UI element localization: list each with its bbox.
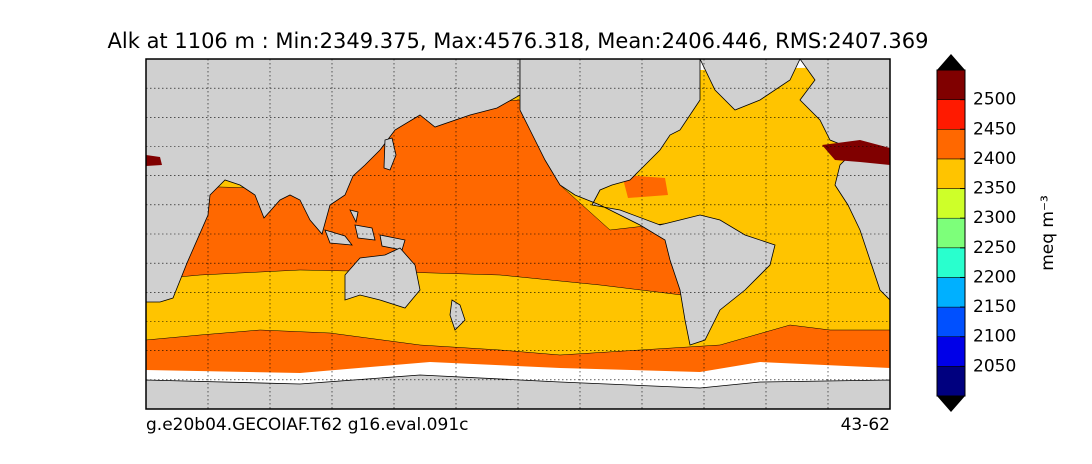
colorbar-segment: [936, 188, 966, 219]
greenland: [699, 59, 801, 111]
eurasia-africa: [146, 59, 521, 303]
caribbean-orange: [622, 175, 668, 198]
colorbar-segment: [936, 158, 966, 189]
colorbar-tick-label: 2350: [973, 179, 1016, 199]
colorbar-label: meq m⁻³: [1038, 195, 1058, 271]
footer-left: g.e20b04.GECOIAF.T62 g16.eval.091c: [146, 415, 468, 435]
colorbar-extend-min: [937, 396, 965, 412]
map: [145, 58, 891, 410]
colorbar-tick-label: 2500: [973, 90, 1016, 110]
colorbar-segment: [936, 306, 966, 337]
colorbar-tick-label: 2150: [973, 297, 1016, 317]
graticule: [146, 59, 890, 409]
europe-africa: [799, 59, 890, 301]
colorbar-tick-label: 2100: [973, 327, 1016, 347]
colorbar-tick-label: 2250: [973, 238, 1016, 258]
colorbar-segment: [936, 247, 966, 278]
colorbar: 2050 2100 2150 2200 2250 2300 2350 2400 2450 2500: [936, 54, 1016, 412]
colorbar-frame: [936, 69, 966, 397]
colorbar-tick-label: 2050: [973, 356, 1016, 376]
new-zealand: [449, 299, 466, 331]
colorbar-extend-max: [937, 54, 965, 70]
colorbar-tick-label: 2400: [973, 149, 1016, 169]
islands: [324, 209, 406, 251]
colorbar-segment: [936, 69, 966, 100]
japan: [383, 137, 397, 171]
colorbar-segment: [936, 277, 966, 308]
colorbar-tick-label: 2300: [973, 208, 1016, 228]
colorbar-segment: [936, 217, 966, 249]
colorbar-segment: [936, 336, 966, 367]
map-frame: [145, 58, 891, 410]
red-sea: [146, 155, 162, 166]
colorbar-segment: [936, 366, 966, 397]
australia: [344, 247, 421, 309]
colorbar-segment: [936, 129, 966, 160]
americas: [519, 59, 776, 346]
colorbar-tick-label: 2200: [973, 267, 1016, 287]
colorbar-segment: [936, 99, 966, 130]
footer-right: 43-62: [841, 415, 890, 435]
colorbar-tick-label: 2450: [973, 119, 1016, 139]
title: Alk at 1106 m : Min:2349.375, Max:4576.3…: [108, 29, 929, 53]
